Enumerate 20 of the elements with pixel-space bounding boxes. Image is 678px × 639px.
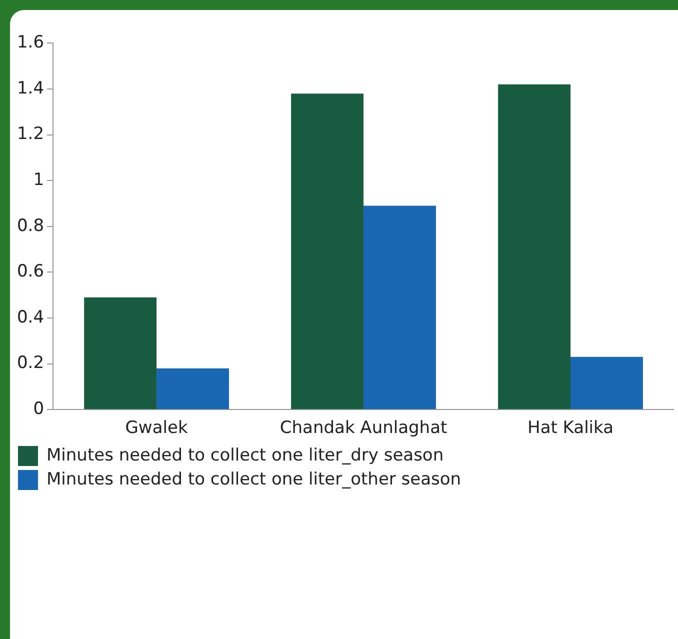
x-tick-label: Hat Kalika	[528, 418, 614, 438]
y-tick-label: 0.8	[16, 216, 44, 236]
y-tick-label: 1	[33, 170, 44, 190]
legend-label: Minutes needed to collect one liter_other season	[46, 469, 462, 490]
y-tick-label: 0.4	[16, 307, 44, 328]
x-tick-label: Chandak Aunlaghat	[280, 418, 448, 438]
legend-label: Minutes needed to collect one liter_dry season	[46, 445, 444, 466]
y-tick-label: 1.4	[16, 78, 44, 98]
bar	[156, 368, 229, 410]
x-tick-label: Gwalek	[125, 418, 188, 438]
y-tick-label: 1.6	[16, 32, 44, 53]
bar	[291, 94, 364, 410]
y-tick-label: 0.6	[16, 262, 44, 282]
bar	[570, 356, 643, 410]
bar	[364, 206, 436, 410]
y-tick-label: 1.2	[16, 124, 44, 144]
y-tick-label: 0	[33, 399, 44, 420]
y-tick-label: 0.2	[16, 353, 44, 374]
bar	[498, 84, 571, 410]
bar	[84, 297, 157, 410]
